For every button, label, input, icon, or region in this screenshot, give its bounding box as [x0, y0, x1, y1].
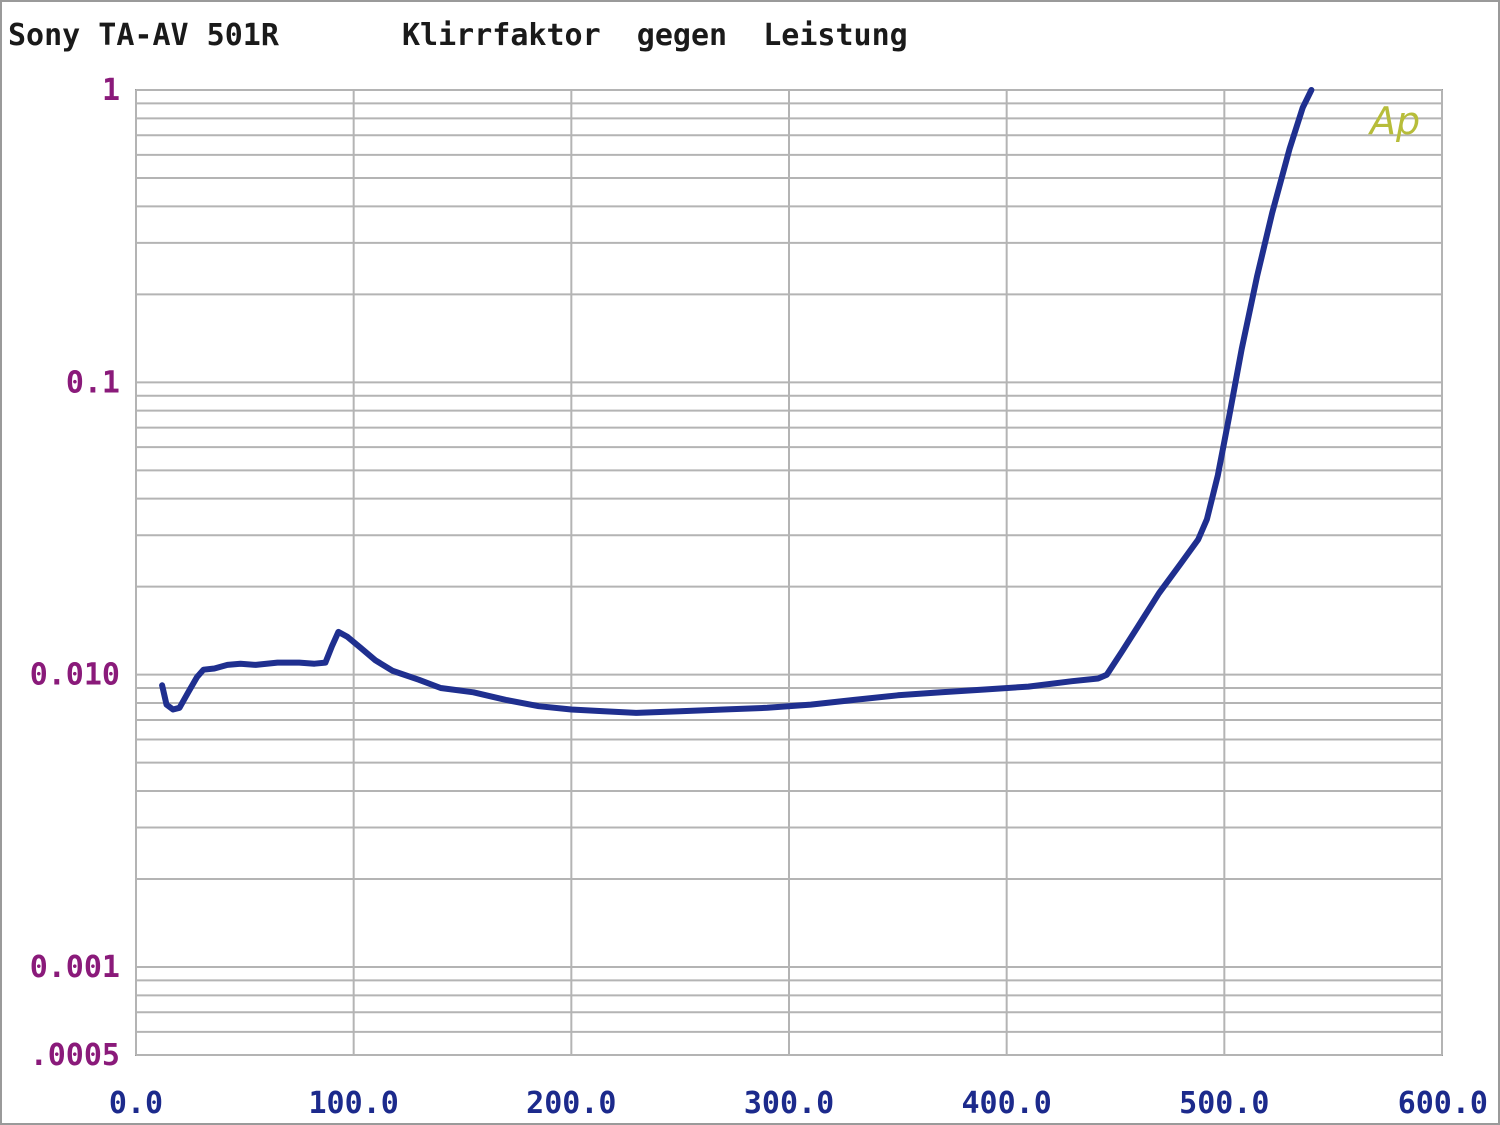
- x-tick-label: 500.0: [1179, 1086, 1269, 1121]
- y-tick-label: 1: [102, 73, 120, 108]
- x-tick-label: 300.0: [744, 1086, 834, 1121]
- y-tick-label: 0.1: [66, 365, 120, 400]
- x-tick-label: 400.0: [962, 1086, 1052, 1121]
- brand-logo: Ap: [1367, 99, 1420, 143]
- chart-device-title: Sony TA-AV 501R: [8, 18, 279, 53]
- x-tick-labels: 0.0 100.0 200.0 300.0 400.0 500.0 600.0: [109, 1086, 1488, 1121]
- grid: [135, 89, 1443, 1056]
- y-tick-label: 0.010: [30, 658, 120, 693]
- series-group: [159, 87, 1315, 716]
- y-tick-label: 0.001: [30, 950, 120, 985]
- y-tick-label: .0005: [30, 1038, 120, 1073]
- x-tick-label: 600.0: [1398, 1086, 1488, 1121]
- x-tick-label: 0.0: [109, 1086, 163, 1121]
- x-tick-label: 100.0: [309, 1086, 399, 1121]
- chart-title: Klirrfaktor gegen Leistung: [402, 18, 908, 53]
- series-line-thd: [159, 87, 1315, 716]
- x-tick-label: 200.0: [526, 1086, 616, 1121]
- y-tick-labels: 1 0.1 0.010 0.001 .0005: [30, 73, 120, 1073]
